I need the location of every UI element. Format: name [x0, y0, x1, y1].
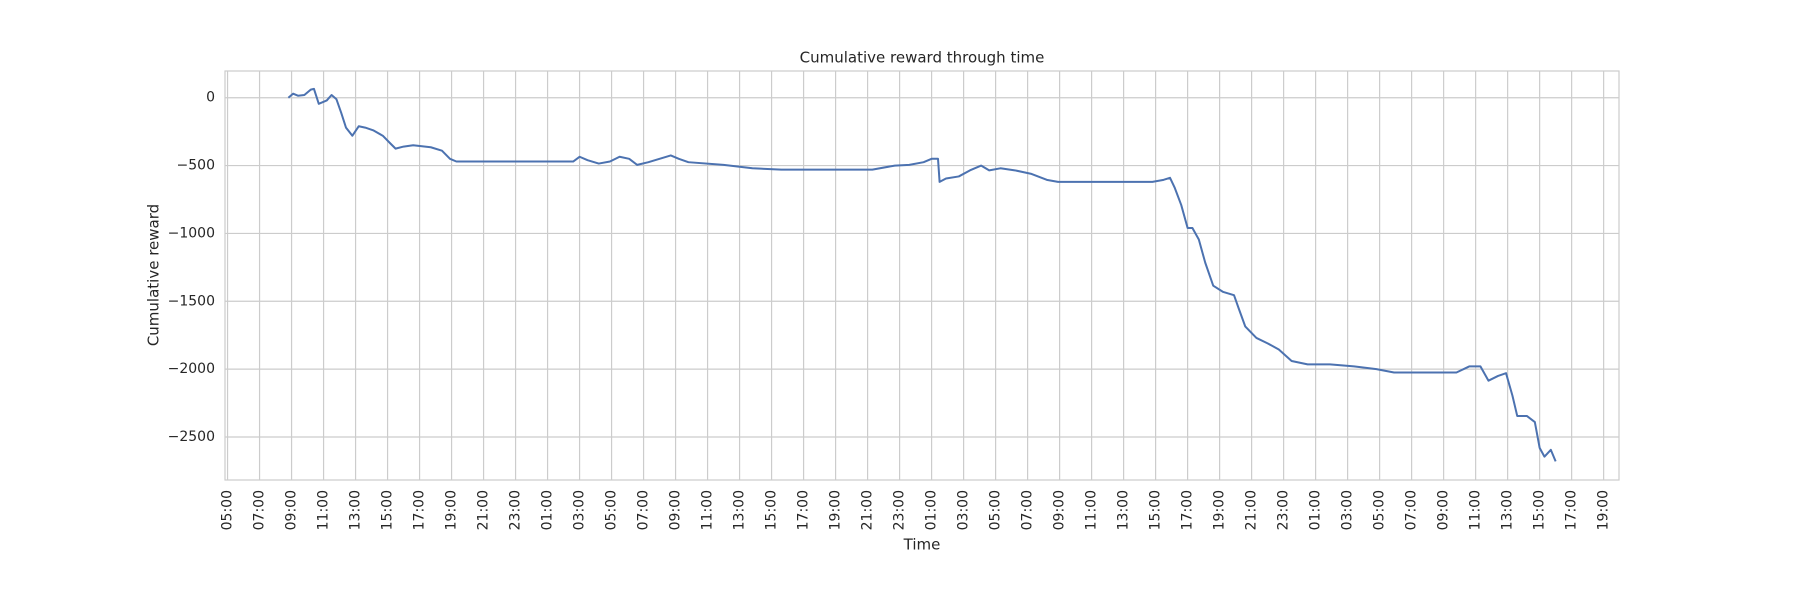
y-tick-label: 0 — [206, 90, 215, 106]
x-tick-label: 11:00 — [700, 490, 716, 530]
x-tick-label: 07:00 — [636, 490, 652, 530]
x-tick-label: 13:00 — [348, 490, 364, 530]
y-tick-label: −2000 — [168, 361, 215, 377]
x-tick-label: 05:00 — [1372, 490, 1388, 530]
x-tick-label: 19:00 — [1596, 490, 1612, 530]
x-tick-label: 13:00 — [1116, 490, 1132, 530]
x-tick-label: 15:00 — [1532, 490, 1548, 530]
x-tick-label: 11:00 — [1468, 490, 1484, 530]
x-tick-label: 13:00 — [1500, 490, 1516, 530]
x-tick-label: 17:00 — [412, 490, 428, 530]
y-tick-label: −500 — [177, 158, 215, 174]
y-tick-label: −1000 — [168, 225, 215, 241]
plot-frame — [224, 70, 1620, 481]
x-tick-label: 17:00 — [1180, 490, 1196, 530]
x-tick-label: 21:00 — [1244, 490, 1260, 530]
y-tick-label: −2500 — [168, 429, 215, 445]
x-tick-label: 03:00 — [956, 490, 972, 530]
x-tick-label: 21:00 — [860, 490, 876, 530]
x-tick-label: 23:00 — [892, 490, 908, 530]
x-tick-label: 11:00 — [1084, 490, 1100, 530]
x-tick-label: 23:00 — [508, 490, 524, 530]
x-tick-label: 05:00 — [988, 490, 1004, 530]
x-tick-label: 05:00 — [220, 490, 236, 530]
x-tick-label: 01:00 — [1308, 490, 1324, 530]
x-tick-label: 21:00 — [476, 490, 492, 530]
y-tick-label: −1500 — [168, 293, 215, 309]
x-tick-label: 07:00 — [252, 490, 268, 530]
x-tick-label: 09:00 — [284, 490, 300, 530]
line-series — [287, 87, 1557, 462]
x-tick-label: 03:00 — [1340, 490, 1356, 530]
x-tick-label: 03:00 — [572, 490, 588, 530]
x-tick-label: 15:00 — [1148, 490, 1164, 530]
x-axis-label: Time — [903, 536, 941, 554]
x-tick-label: 15:00 — [764, 490, 780, 530]
x-tick-label: 15:00 — [380, 490, 396, 530]
chart-title: Cumulative reward through time — [800, 49, 1045, 67]
x-tick-label: 11:00 — [316, 490, 332, 530]
x-tick-label: 17:00 — [1564, 490, 1580, 530]
x-tick-label: 09:00 — [668, 490, 684, 530]
x-tick-label: 09:00 — [1436, 490, 1452, 530]
x-tick-label: 05:00 — [604, 490, 620, 530]
x-tick-label: 19:00 — [1212, 490, 1228, 530]
x-tick-label: 09:00 — [1052, 490, 1068, 530]
x-tick-label: 23:00 — [1276, 490, 1292, 530]
x-tick-label: 07:00 — [1020, 490, 1036, 530]
x-tick-label: 01:00 — [540, 490, 556, 530]
y-axis-label: Cumulative reward — [145, 204, 163, 346]
x-tick-label: 17:00 — [796, 490, 812, 530]
x-tick-label: 07:00 — [1404, 490, 1420, 530]
x-tick-label: 13:00 — [732, 490, 748, 530]
x-tick-label: 19:00 — [828, 490, 844, 530]
x-tick-label: 19:00 — [444, 490, 460, 530]
x-tick-label: 01:00 — [924, 490, 940, 530]
